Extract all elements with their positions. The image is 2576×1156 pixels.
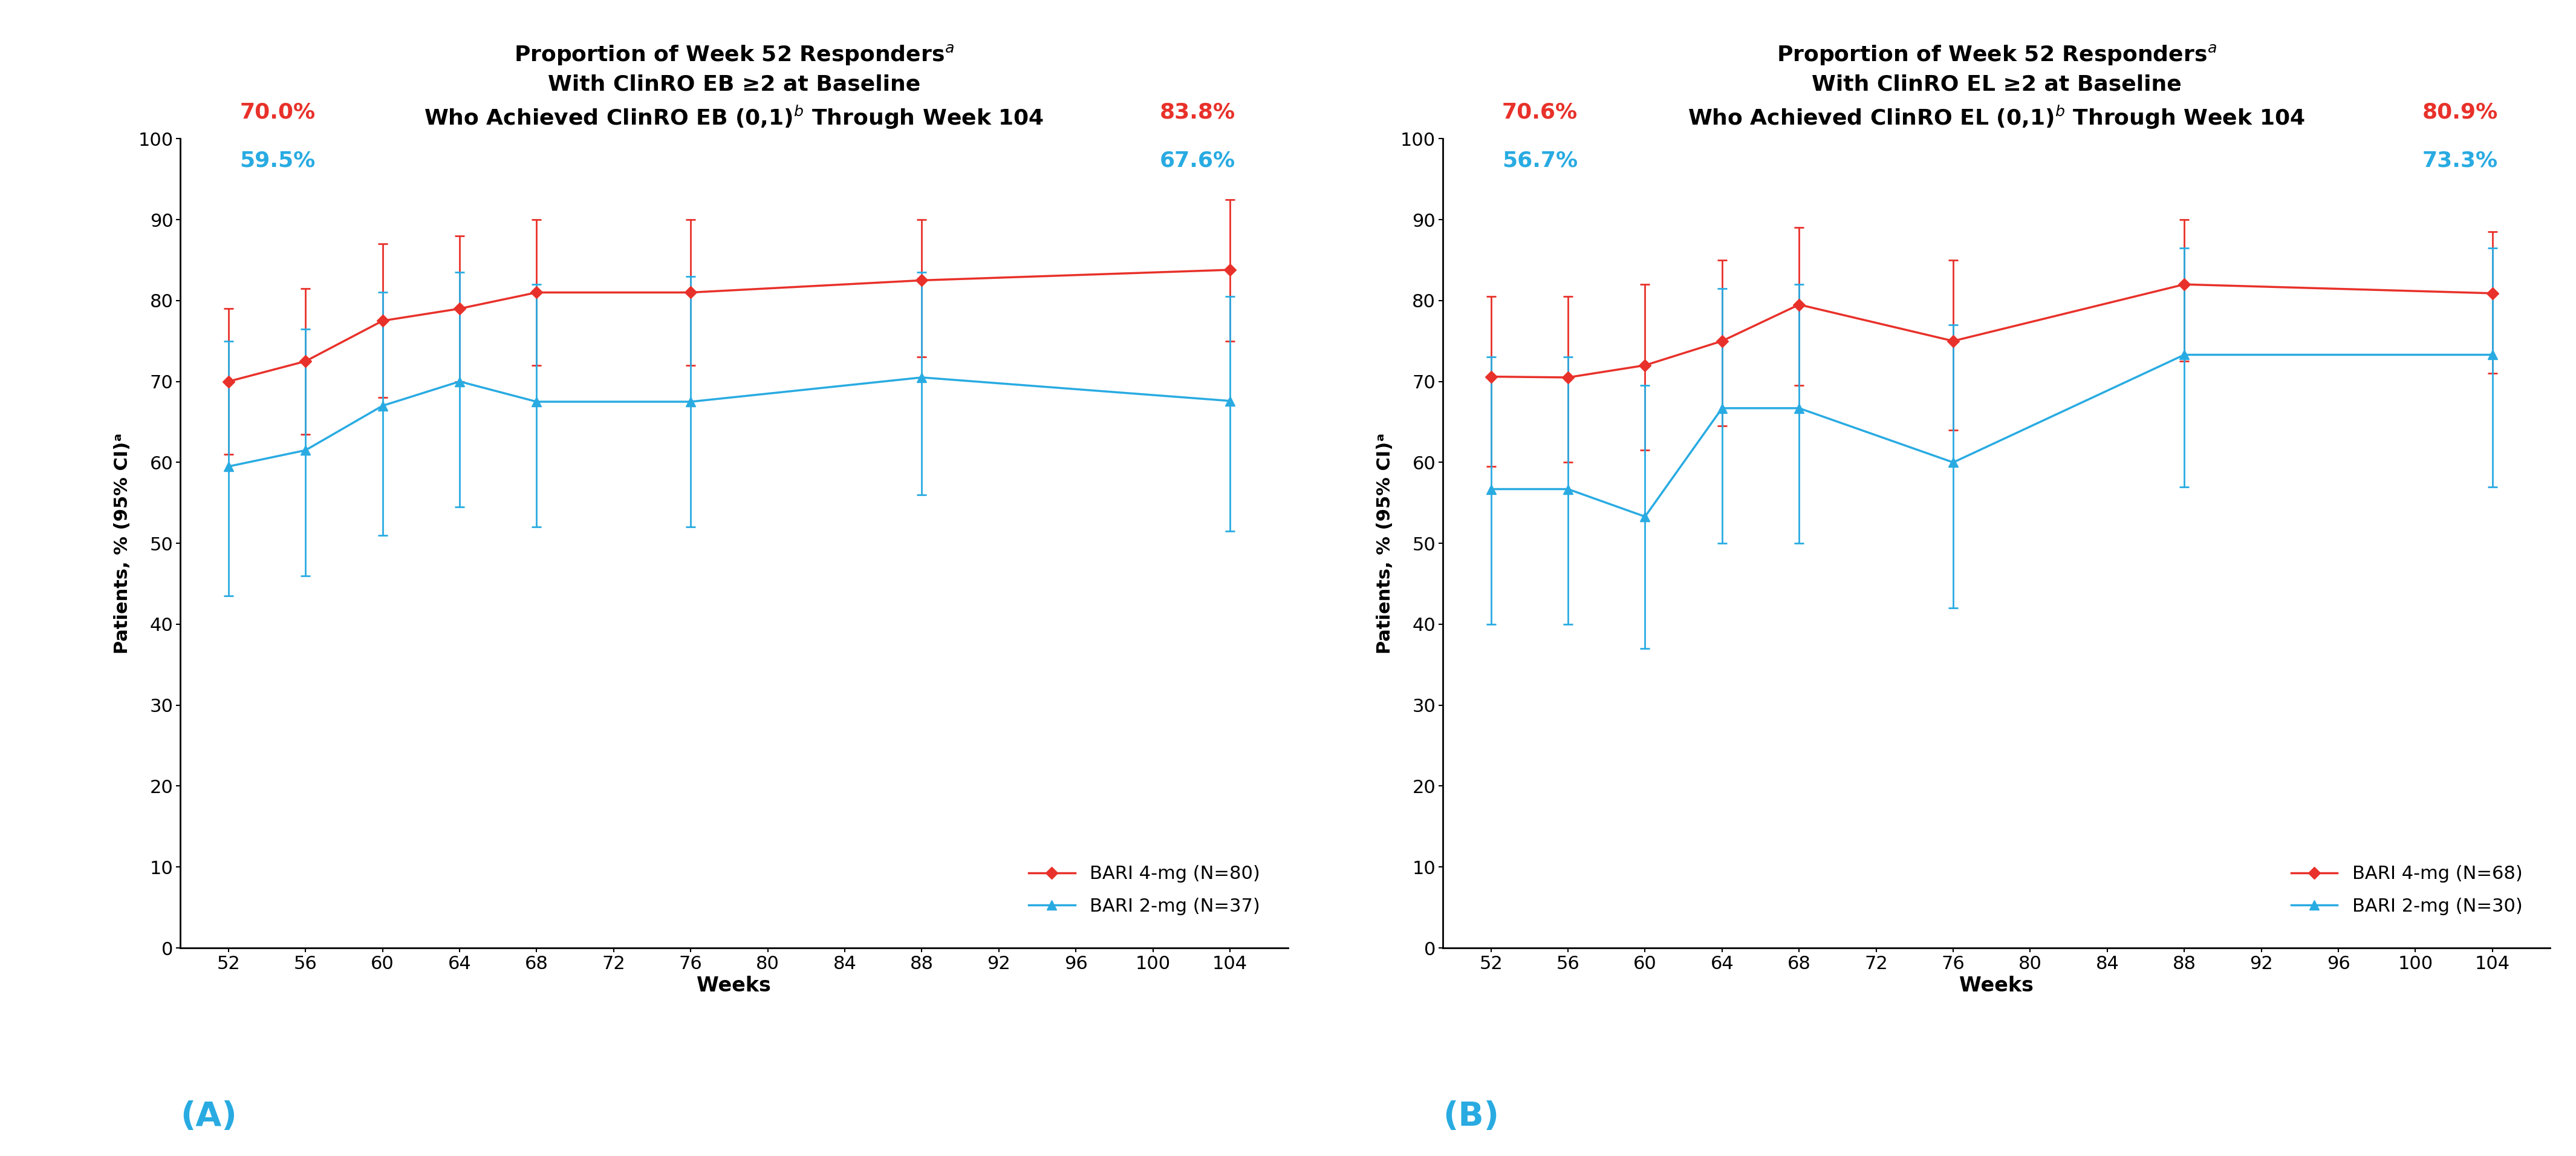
Title: Proportion of Week 52 Responders$^{a}$
With ClinRO EB ≥2 at Baseline
Who Achieve: Proportion of Week 52 Responders$^{a}$ W…	[425, 43, 1043, 131]
Y-axis label: Patients, % (95% CI)ᵃ: Patients, % (95% CI)ᵃ	[1376, 432, 1394, 654]
X-axis label: Weeks: Weeks	[1960, 976, 2032, 996]
Y-axis label: Patients, % (95% CI)ᵃ: Patients, % (95% CI)ᵃ	[113, 432, 131, 654]
Text: 80.9%: 80.9%	[2421, 102, 2499, 123]
Text: (A): (A)	[180, 1101, 237, 1133]
Text: (B): (B)	[1443, 1101, 1499, 1133]
Legend: BARI 4-mg (N=68), BARI 2-mg (N=30): BARI 4-mg (N=68), BARI 2-mg (N=30)	[2285, 858, 2530, 922]
Text: 56.7%: 56.7%	[1502, 150, 1577, 171]
X-axis label: Weeks: Weeks	[698, 976, 770, 996]
Text: 70.0%: 70.0%	[240, 102, 314, 123]
Text: 70.6%: 70.6%	[1502, 102, 1577, 123]
Text: 59.5%: 59.5%	[240, 150, 314, 171]
Text: 83.8%: 83.8%	[1159, 102, 1236, 123]
Title: Proportion of Week 52 Responders$^{a}$
With ClinRO EL ≥2 at Baseline
Who Achieve: Proportion of Week 52 Responders$^{a}$ W…	[1687, 43, 2306, 131]
Text: 67.6%: 67.6%	[1159, 150, 1236, 171]
Text: 73.3%: 73.3%	[2421, 150, 2499, 171]
Legend: BARI 4-mg (N=80), BARI 2-mg (N=37): BARI 4-mg (N=80), BARI 2-mg (N=37)	[1020, 858, 1267, 922]
